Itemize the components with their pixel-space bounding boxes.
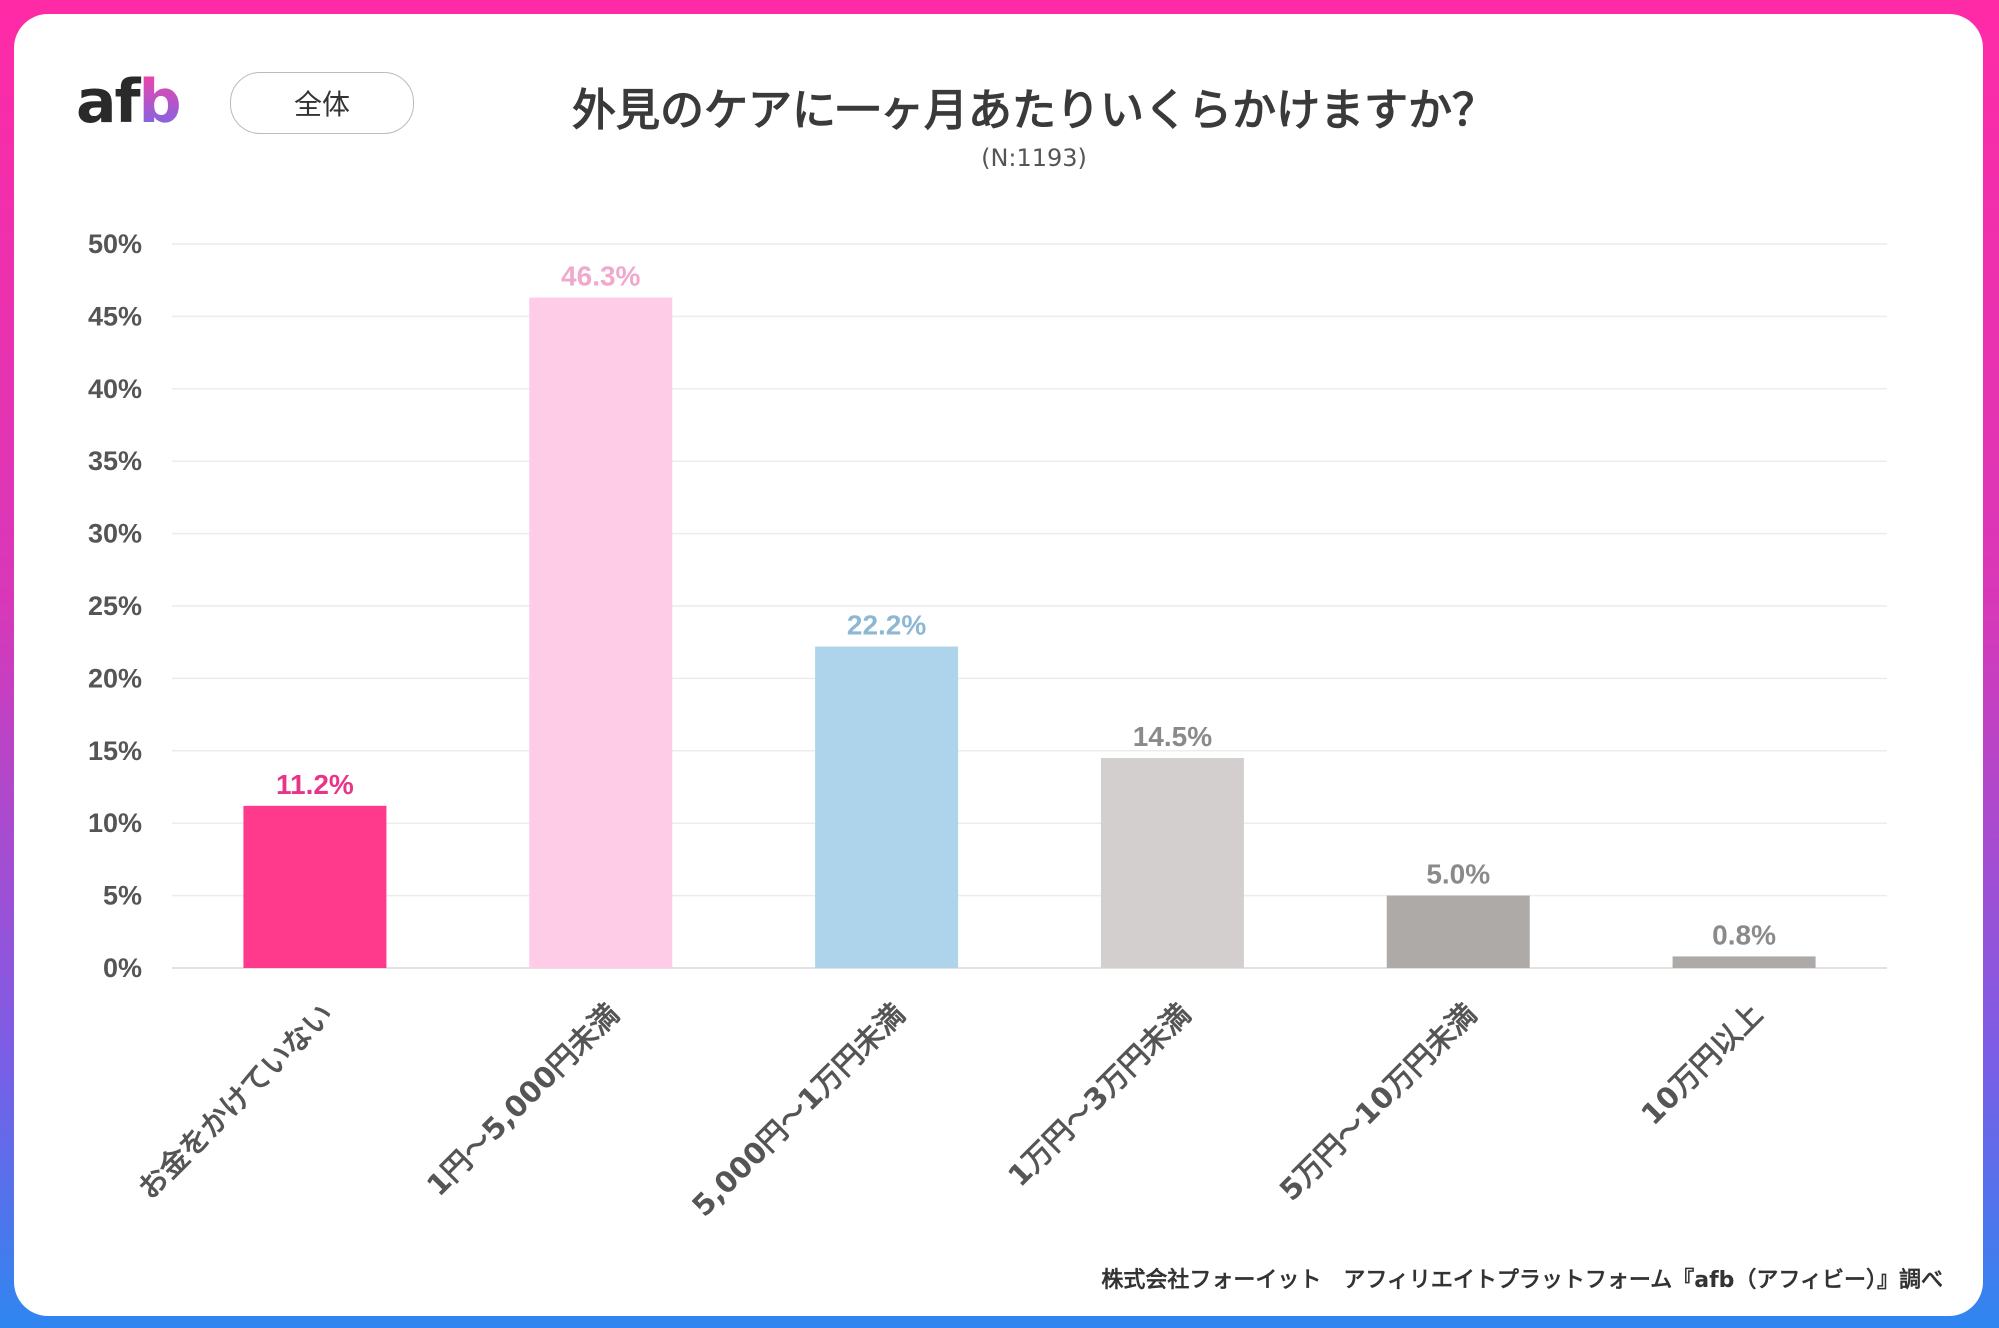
afb-logo: afb: [76, 67, 182, 137]
data-label: 46.3%: [561, 261, 640, 292]
bar: [1386, 895, 1530, 968]
bar: [243, 805, 387, 968]
y-tick-label: 40%: [88, 374, 142, 404]
chart-card: afb 全体 外見のケアに一ヶ月あたりいくらかけますか？ (N:1193) 株式…: [14, 14, 1983, 1316]
bar: [1100, 758, 1244, 968]
x-tick-label: 1万円～3万円未満: [1001, 997, 1197, 1193]
y-tick-label: 35%: [88, 446, 142, 476]
bar: [529, 297, 673, 968]
bar: [815, 646, 959, 968]
segment-badge: 全体: [230, 72, 414, 134]
bar: [1672, 956, 1816, 968]
y-tick-label: 15%: [88, 736, 142, 766]
data-label: 14.5%: [1133, 721, 1212, 752]
y-tick-label: 5%: [103, 881, 142, 911]
y-tick-label: 10%: [88, 808, 142, 838]
y-tick-label: 50%: [88, 229, 142, 259]
y-tick-label: 30%: [88, 519, 142, 549]
data-label: 0.8%: [1712, 919, 1776, 950]
y-tick-label: 25%: [88, 591, 142, 621]
y-tick-label: 0%: [103, 953, 142, 983]
x-tick-label: 10万円以上: [1634, 997, 1769, 1132]
x-tick-label: 1円～5,000円未満: [420, 997, 626, 1203]
x-tick-label: 5,000円～1万円未満: [685, 997, 911, 1223]
data-label: 5.0%: [1426, 859, 1490, 890]
x-tick-label: 5万円～10万円未満: [1273, 997, 1483, 1207]
source-note: 株式会社フォーイット アフィリエイトプラットフォーム『afb（アフィビー）』調べ: [1101, 1268, 1943, 1293]
data-label: 11.2%: [276, 769, 354, 800]
y-tick-label: 45%: [88, 301, 142, 331]
chart-title: 外見のケアに一ヶ月あたりいくらかけますか？: [572, 85, 1496, 136]
sample-size: (N:1193): [981, 144, 1087, 172]
y-tick-label: 20%: [88, 663, 142, 693]
x-tick-label: お金をかけていない: [131, 997, 340, 1206]
data-label: 22.2%: [847, 610, 926, 641]
